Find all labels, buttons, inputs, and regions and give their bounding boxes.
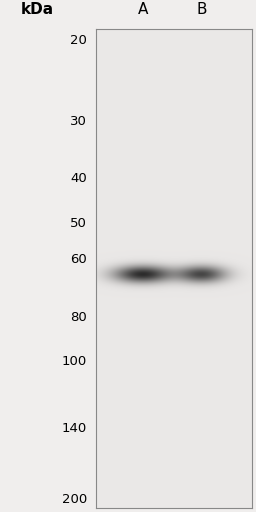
Text: B: B bbox=[197, 2, 207, 17]
Y-axis label: kDa: kDa bbox=[20, 2, 54, 17]
Text: A: A bbox=[138, 2, 148, 17]
